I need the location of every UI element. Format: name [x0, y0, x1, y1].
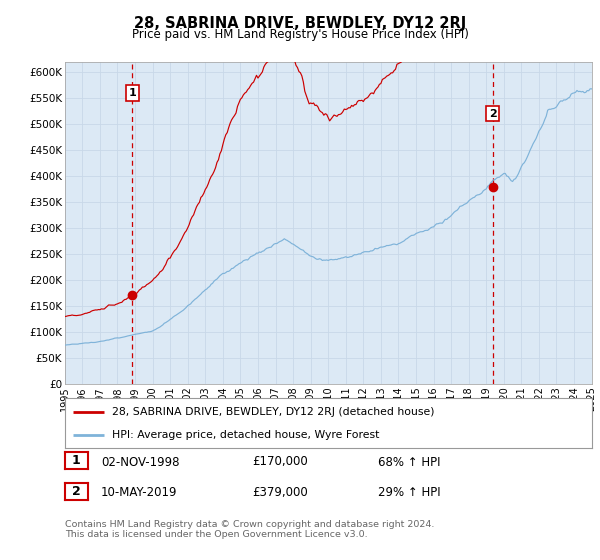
Text: 1: 1 — [128, 88, 136, 98]
Text: Contains HM Land Registry data © Crown copyright and database right 2024.
This d: Contains HM Land Registry data © Crown c… — [65, 520, 434, 539]
Text: £170,000: £170,000 — [252, 455, 308, 469]
Text: HPI: Average price, detached house, Wyre Forest: HPI: Average price, detached house, Wyre… — [112, 431, 380, 440]
Text: 02-NOV-1998: 02-NOV-1998 — [101, 455, 179, 469]
Text: 68% ↑ HPI: 68% ↑ HPI — [378, 455, 440, 469]
Text: Price paid vs. HM Land Registry's House Price Index (HPI): Price paid vs. HM Land Registry's House … — [131, 28, 469, 41]
Text: 2: 2 — [488, 109, 496, 119]
Text: £379,000: £379,000 — [252, 486, 308, 500]
Text: 29% ↑ HPI: 29% ↑ HPI — [378, 486, 440, 500]
Text: 2: 2 — [72, 484, 80, 498]
Text: 28, SABRINA DRIVE, BEWDLEY, DY12 2RJ (detached house): 28, SABRINA DRIVE, BEWDLEY, DY12 2RJ (de… — [112, 407, 435, 417]
Text: 10-MAY-2019: 10-MAY-2019 — [101, 486, 178, 500]
Text: 1: 1 — [72, 454, 80, 467]
Text: 28, SABRINA DRIVE, BEWDLEY, DY12 2RJ: 28, SABRINA DRIVE, BEWDLEY, DY12 2RJ — [134, 16, 466, 31]
